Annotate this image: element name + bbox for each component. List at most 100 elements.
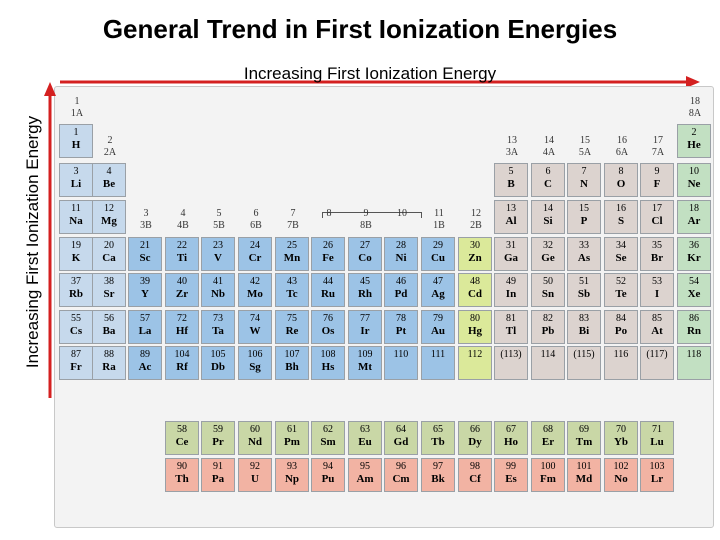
- atomic-number: 39: [140, 276, 150, 287]
- group-number: 7: [290, 208, 296, 219]
- atomic-number: 52: [616, 276, 626, 287]
- atomic-number: 73: [213, 313, 223, 324]
- element-cell: 89 Ac: [128, 346, 162, 380]
- group-label: 17 7A: [640, 135, 676, 159]
- element-symbol: Pt: [395, 325, 407, 337]
- group-label: 18 8A: [677, 96, 713, 120]
- element-symbol: W: [249, 325, 261, 337]
- element-symbol: Lr: [650, 473, 664, 485]
- element-symbol: Es: [505, 473, 517, 485]
- element-cell: 106 Sg: [238, 346, 272, 380]
- group-number: 13: [507, 135, 517, 146]
- page-title: General Trend in First Ionization Energi…: [102, 14, 618, 44]
- element-symbol: Bk: [431, 473, 445, 485]
- group-letter: 8A: [688, 108, 702, 119]
- element-symbol: Sn: [541, 288, 555, 300]
- atomic-number: 42: [250, 276, 260, 287]
- element-cell: 64 Gd: [384, 421, 418, 455]
- element-symbol: P: [580, 215, 588, 227]
- element-symbol: Nb: [210, 288, 226, 300]
- element-symbol: Ni: [395, 252, 407, 264]
- element-symbol: Re: [285, 325, 299, 337]
- element-cell: 34 Se: [604, 237, 638, 271]
- element-symbol: I: [654, 288, 660, 300]
- atomic-number: 3: [73, 166, 79, 177]
- element-symbol: Mo: [247, 288, 263, 300]
- atomic-number: 110: [393, 349, 409, 360]
- atomic-number: 5: [508, 166, 514, 177]
- group-letter: 5A: [578, 147, 592, 158]
- element-symbol: Br: [650, 252, 664, 264]
- group-number: 17: [653, 135, 663, 146]
- atomic-number: 31: [506, 240, 516, 251]
- atomic-number: 97: [433, 461, 443, 472]
- element-symbol: Xe: [687, 288, 701, 300]
- element-symbol: Mg: [101, 215, 117, 227]
- atomic-number: 80: [470, 313, 480, 324]
- atomic-number: 9: [654, 166, 660, 177]
- element-cell: 78 Pt: [384, 310, 418, 344]
- element-symbol: La: [138, 325, 152, 337]
- element-symbol: B: [507, 178, 515, 190]
- element-cell: 22 Ti: [165, 237, 199, 271]
- atomic-number: 91: [213, 461, 223, 472]
- element-cell: 62 Sm: [311, 421, 345, 455]
- atomic-number: 47: [433, 276, 443, 287]
- element-cell: 31 Ga: [494, 237, 528, 271]
- element-cell: 97 Bk: [421, 458, 455, 492]
- element-cell: 73 Ta: [201, 310, 235, 344]
- group-label: 16 6A: [604, 135, 640, 159]
- element-symbol: U: [251, 473, 259, 485]
- element-cell: 19 K: [59, 237, 93, 271]
- atomic-number: 100: [540, 461, 556, 472]
- atomic-number: 70: [616, 424, 626, 435]
- element-cell: 90 Th: [165, 458, 199, 492]
- element-symbol: Rf: [176, 361, 188, 373]
- group-label: 10: [384, 208, 420, 220]
- group-label: 1 1A: [59, 96, 95, 120]
- atomic-number: 14: [543, 203, 553, 214]
- element-cell: (113): [494, 346, 528, 380]
- element-cell: 33 As: [567, 237, 601, 271]
- element-cell: 24 Cr: [238, 237, 272, 271]
- group-number: 11: [434, 208, 444, 219]
- element-symbol: Tm: [575, 436, 593, 448]
- atomic-number: 64: [396, 424, 406, 435]
- group-label: 12 2B: [458, 208, 494, 232]
- atomic-number: 118: [686, 349, 702, 360]
- atomic-number: 67: [506, 424, 516, 435]
- element-cell: 110: [384, 346, 418, 380]
- atomic-number: 53: [652, 276, 662, 287]
- group-letter: 5B: [213, 220, 225, 231]
- element-symbol: Bi: [578, 325, 590, 337]
- atomic-number: 81: [506, 313, 516, 324]
- atomic-number: 10: [689, 166, 699, 177]
- group-letter: 1B: [433, 220, 445, 231]
- element-cell: 75 Re: [275, 310, 309, 344]
- element-symbol: Pr: [212, 436, 224, 448]
- element-cell: 39 Y: [128, 273, 162, 307]
- group-label: 3 3B: [128, 208, 164, 232]
- element-cell: 43 Tc: [275, 273, 309, 307]
- atomic-number: 2: [691, 127, 697, 138]
- element-cell: 25 Mn: [275, 237, 309, 271]
- element-symbol: Md: [575, 473, 593, 485]
- element-symbol: Al: [505, 215, 517, 227]
- element-cell: 101 Md: [567, 458, 601, 492]
- atomic-number: 68: [543, 424, 553, 435]
- element-cell: 61 Pm: [275, 421, 309, 455]
- group-number: 15: [580, 135, 590, 146]
- group-label: 7 7B: [275, 208, 311, 232]
- element-cell: 40 Zr: [165, 273, 199, 307]
- element-cell: 96 Cm: [384, 458, 418, 492]
- element-symbol: Be: [102, 178, 116, 190]
- element-symbol: Sc: [139, 252, 151, 264]
- element-cell: 111: [421, 346, 455, 380]
- atomic-number: 46: [396, 276, 406, 287]
- element-cell: 76 Os: [311, 310, 345, 344]
- element-cell: 28 Ni: [384, 237, 418, 271]
- atomic-number: 90: [177, 461, 187, 472]
- element-cell: 26 Fe: [311, 237, 345, 271]
- group-letter: 6A: [615, 147, 629, 158]
- element-cell: 20 Ca: [92, 237, 126, 271]
